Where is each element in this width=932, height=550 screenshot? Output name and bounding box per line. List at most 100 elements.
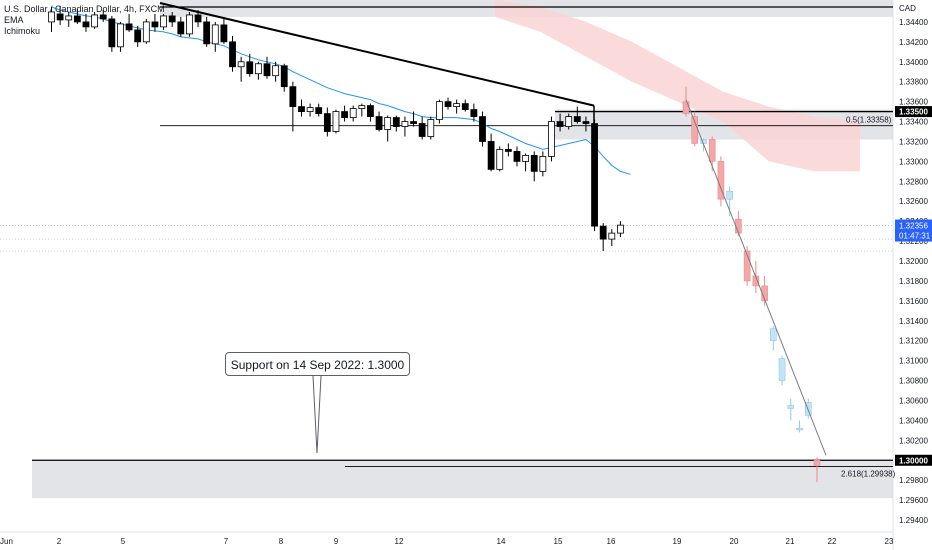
candle — [91, 11, 98, 29]
projection-body — [770, 328, 777, 342]
candle-body — [599, 225, 607, 240]
candle — [565, 113, 573, 130]
candle-body — [108, 18, 116, 48]
candle — [435, 99, 443, 124]
downtrend-line — [159, 2, 595, 107]
candle — [470, 103, 478, 122]
projection-body — [787, 405, 795, 409]
y-tick-label: 1.31400 — [899, 317, 928, 326]
candle — [117, 21, 124, 52]
legend-symbol: U.S. Dollar / Canadian Dollar, 4h, FXCM — [4, 4, 165, 14]
candle-body — [617, 224, 624, 234]
candle-body — [117, 23, 124, 48]
candle-body — [504, 149, 512, 152]
fib-half-label: 0.5(1.33358) — [846, 116, 892, 125]
projection-candle — [743, 246, 751, 286]
candle — [125, 13, 133, 32]
candle-body — [341, 111, 348, 118]
candle — [384, 115, 392, 142]
candle — [65, 11, 73, 27]
candle-body — [142, 21, 150, 43]
candle-body — [99, 14, 107, 20]
candle-body — [65, 15, 73, 21]
candle — [479, 111, 486, 147]
candle-body — [168, 15, 176, 23]
candle-body — [82, 21, 90, 28]
candle-body — [410, 121, 417, 124]
x-tick-label: Jun — [0, 537, 13, 546]
candle — [272, 61, 280, 82]
projection-body — [708, 139, 716, 162]
candle — [246, 53, 254, 77]
candle-body — [48, 11, 55, 23]
candle — [522, 153, 529, 172]
candle — [418, 116, 426, 140]
candle — [410, 111, 417, 127]
y-tick-label: 1.29600 — [899, 496, 928, 505]
candle-body — [461, 103, 469, 110]
candle — [298, 99, 305, 117]
y-tick-label: 1.31600 — [899, 297, 928, 306]
candle-body — [254, 63, 262, 75]
candle-body — [229, 41, 236, 68]
y-tick-label: 1.34000 — [899, 58, 928, 67]
y-tick-label: 1.30200 — [899, 436, 928, 445]
candle — [427, 116, 435, 140]
x-tick-label: 20 — [730, 537, 739, 546]
y-tick-label: 1.32600 — [899, 197, 928, 206]
projection-candle — [778, 355, 786, 386]
candle-body — [186, 14, 193, 35]
resistance-price-tag-bg — [895, 106, 932, 118]
x-tick-label: 2 — [57, 537, 62, 546]
y-tick-label: 1.33600 — [899, 98, 928, 107]
currency-label: CAD — [899, 4, 916, 13]
candle — [375, 111, 383, 132]
y-tick-label: 1.29400 — [899, 516, 928, 525]
candle — [599, 223, 607, 252]
support-callout[interactable]: Support on 14 Sep 2022: 1.3000 — [225, 352, 410, 376]
candle-body — [323, 113, 331, 132]
y-tick-label: 1.34400 — [899, 18, 928, 27]
candle — [220, 16, 228, 44]
candle — [108, 15, 116, 52]
candle — [332, 109, 340, 134]
candle — [401, 116, 409, 137]
projection-body — [743, 250, 751, 282]
candle-body — [487, 141, 495, 170]
candle — [496, 146, 504, 172]
x-tick-label: 16 — [607, 537, 616, 546]
candle — [453, 99, 461, 114]
support-price-tag: 1.30000 — [899, 456, 928, 465]
candle — [254, 61, 262, 80]
projection-body — [761, 285, 768, 302]
candle-body — [246, 61, 254, 75]
candle-body — [435, 101, 443, 120]
candle-body — [392, 117, 400, 127]
x-tick-label: 14 — [497, 537, 506, 546]
candle — [168, 11, 176, 27]
x-tick-label: 9 — [334, 537, 339, 546]
candle-body — [496, 149, 504, 170]
candle-body — [306, 107, 314, 112]
projection-candle — [770, 325, 777, 351]
projection-candle — [787, 398, 795, 421]
candle-body — [367, 105, 374, 117]
candle-body — [522, 155, 529, 162]
candle-body — [608, 232, 616, 240]
candle-body — [315, 107, 323, 114]
candle — [358, 103, 366, 117]
candle — [323, 107, 331, 137]
y-tick-label: 1.32000 — [899, 257, 928, 266]
candle-body — [332, 111, 340, 132]
candle — [82, 13, 90, 32]
candle-body — [56, 13, 64, 21]
ichimoku-cloud — [495, 0, 860, 172]
candle-body — [220, 24, 228, 43]
candle — [151, 13, 159, 32]
support-price-tag-bg — [895, 454, 932, 466]
candle — [56, 5, 64, 25]
candle — [582, 116, 590, 132]
projection-body — [726, 190, 733, 200]
candle — [392, 115, 400, 132]
